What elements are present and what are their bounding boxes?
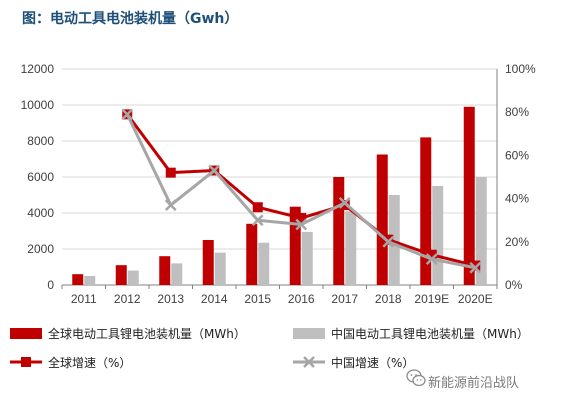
legend-item: 全球增速（%） [10, 355, 131, 370]
line-china-growth-point [208, 164, 221, 177]
bar-global [246, 223, 258, 285]
line-china-growth-point [121, 108, 134, 121]
y-right-tick-label: 0% [505, 278, 523, 292]
y-left-tick-label: 2000 [27, 242, 54, 256]
bar-global [463, 106, 475, 285]
bar-global [202, 240, 214, 285]
line-global-growth-point [165, 167, 176, 178]
line-china-growth-point [469, 261, 482, 274]
marker-stroke [164, 199, 177, 211]
line-global-growth-point [296, 213, 307, 224]
y-left-tick-label: 10000 [21, 98, 55, 112]
legend-label: 全球电动工具锂电池装机量（MWh） [48, 326, 246, 341]
x-tick-label: 2020E [458, 292, 493, 306]
x-tick-label: 2015 [244, 292, 271, 306]
x-tick-label: 2013 [157, 292, 184, 306]
bar-global [333, 177, 345, 285]
legend-label: 全球增速（%） [48, 355, 131, 370]
bar-china [432, 186, 444, 285]
bar-china [214, 252, 226, 285]
marker-stroke [295, 218, 308, 231]
wechat-icon [406, 369, 426, 387]
legend-item: 中国增速（%） [293, 355, 414, 370]
bar-china [171, 263, 183, 285]
bar-global [289, 206, 301, 285]
x-tick-label: 2018 [375, 292, 402, 306]
watermark-text: 新能源前沿战队 [428, 376, 520, 391]
marker-stroke [121, 108, 134, 121]
bar-china [258, 242, 270, 285]
y-right-tick-label: 60% [505, 148, 529, 162]
legend-swatch [293, 328, 325, 339]
legend-item: 全球电动工具锂电池装机量（MWh） [10, 326, 246, 341]
marker-stroke [338, 197, 351, 209]
chart-title: 图：电动工具电池装机量（Gwh） [22, 11, 239, 27]
x-tick-label: 2011 [71, 292, 97, 306]
marker-stroke [469, 261, 482, 274]
line-global-growth-point [383, 234, 394, 245]
x-tick-label: 2019E [414, 292, 449, 306]
bar-global [420, 137, 432, 285]
legend-label: 中国电动工具锂电池装机量（MWh） [331, 326, 529, 341]
legend-marker [303, 356, 315, 368]
line-china-growth-point [295, 218, 308, 231]
y-left-tick-label: 6000 [27, 170, 54, 184]
marker-stroke [251, 214, 264, 227]
legend-marker [21, 357, 31, 367]
line-global-growth-point [470, 260, 481, 271]
line-global-growth-point [339, 200, 350, 211]
line-china-growth-point [251, 214, 264, 227]
marker-stroke [208, 164, 221, 177]
line-global-growth-point [426, 249, 437, 260]
bar-global [376, 154, 388, 285]
y-left-tick-label: 8000 [27, 134, 54, 148]
y-left-tick-label: 4000 [27, 206, 54, 220]
marker-stroke [425, 253, 438, 265]
bar-china [475, 177, 487, 285]
growth-lines [121, 108, 482, 274]
bar-global [115, 265, 127, 285]
legend: 全球电动工具锂电池装机量（MWh） 中国电动工具锂电池装机量（MWh） 全球增速（%… [10, 326, 529, 370]
line-global-growth-point [252, 202, 263, 213]
bars [72, 106, 487, 285]
legend-label: 中国增速（%） [331, 355, 414, 370]
x-tick-label: 2012 [114, 292, 141, 306]
x-tick-label: 2014 [201, 292, 228, 306]
bar-china [84, 276, 96, 285]
legend-swatch [10, 328, 42, 339]
line-china-growth-point [382, 235, 395, 248]
bar-china [127, 270, 139, 285]
y-right-tick-label: 100% [505, 62, 536, 76]
y-right-tick-label: 40% [505, 192, 529, 206]
bar-china [345, 211, 357, 285]
legend-item: 中国电动工具锂电池装机量（MWh） [293, 326, 529, 341]
line-china-growth-point [164, 199, 177, 211]
marker-stroke [382, 235, 395, 248]
bar-global [72, 274, 84, 285]
x-tick-label: 2017 [331, 292, 358, 306]
bar-china [388, 195, 400, 285]
line-china-growth-point [338, 197, 351, 209]
y-right-tick-label: 80% [505, 105, 529, 119]
x-tick-label: 2016 [288, 292, 315, 306]
bar-china [301, 231, 313, 285]
tick-labels: 0 2000 4000 6000 8000 10000 12000 0% 20% 40% 60% 80… [21, 62, 536, 306]
line-china-growth-point [425, 253, 438, 265]
y-left-tick-label: 0 [47, 278, 54, 292]
bar-global [159, 256, 171, 285]
y-right-tick-label: 20% [505, 235, 529, 249]
y-left-tick-label: 12000 [21, 62, 55, 76]
